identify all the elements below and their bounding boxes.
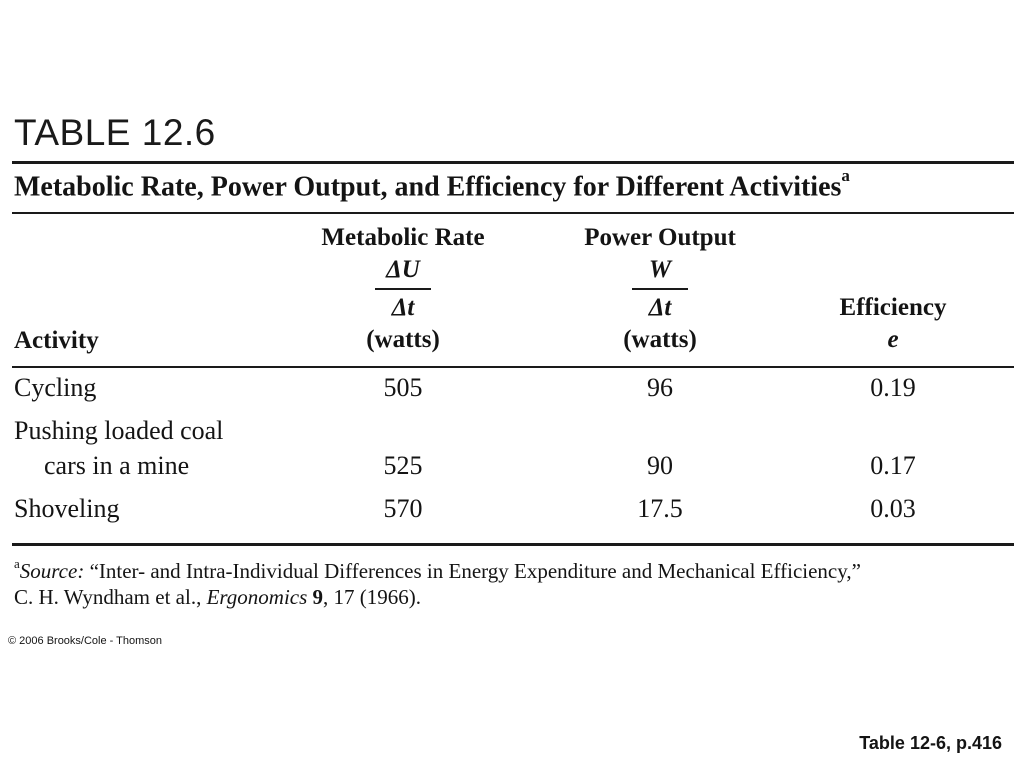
row-pushing-power: 90 [647, 451, 673, 480]
caption-footnote-marker: a [841, 166, 850, 185]
table-caption: Metabolic Rate, Power Output, and Effici… [14, 166, 850, 203]
caption-rule [12, 212, 1014, 214]
header-metabolic-fraction-bar [375, 288, 431, 290]
header-rule [12, 366, 1014, 368]
row-shoveling-efficiency: 0.03 [870, 494, 916, 523]
page-reference: Table 12-6, p.416 [859, 733, 1002, 753]
footnote-volume: 9 [312, 585, 324, 609]
header-efficiency: Efficiency e [820, 292, 966, 356]
row-shoveling-activity: Shoveling [14, 494, 120, 523]
header-metabolic-rate: Metabolic Rate ΔU Δt (watts) [300, 222, 506, 356]
row-pushing-metabolic: 525 [383, 451, 423, 480]
caption-text: Metabolic Rate, Power Output, and Effici… [14, 171, 842, 203]
row-pushing-activity-line2: cars in a mine [44, 451, 190, 480]
header-power-unit: (watts) [623, 326, 697, 353]
header-activity: Activity [14, 327, 99, 354]
header-metabolic-numerator: ΔU [386, 256, 420, 283]
row-cycling-efficiency: 0.19 [870, 373, 916, 402]
header-power-output: Power Output W Δt (watts) [560, 222, 760, 356]
header-power-title: Power Output [584, 224, 736, 251]
table-footnote: aSource: “Inter- and Intra-Individual Di… [14, 553, 861, 610]
footnote-authors: C. H. Wyndham et al., [14, 585, 207, 609]
header-power-numerator: W [648, 256, 672, 283]
header-efficiency-symbol: e [887, 326, 899, 353]
footnote-source-label: Source: [19, 559, 85, 583]
copyright-notice: © 2006 Brooks/Cole - Thomson [8, 635, 163, 647]
header-metabolic-unit: (watts) [366, 326, 440, 353]
footnote-title: “Inter- and Intra-Individual Differences… [84, 559, 861, 583]
row-pushing-efficiency: 0.17 [870, 451, 916, 480]
bottom-rule [12, 543, 1014, 546]
header-power-denominator: Δt [648, 294, 672, 321]
row-cycling-power: 96 [647, 373, 673, 402]
row-cycling-activity: Cycling [14, 373, 97, 402]
top-rule [12, 161, 1014, 164]
header-efficiency-title: Efficiency [839, 294, 947, 321]
footnote-line-2: C. H. Wyndham et al., Ergonomics 9, 17 (… [14, 584, 861, 610]
header-metabolic-denominator: Δt [391, 294, 415, 321]
footnote-line-1: aSource: “Inter- and Intra-Individual Di… [14, 553, 861, 584]
footnote-pages-year: , 17 (1966). [323, 585, 422, 609]
row-shoveling-power: 17.5 [637, 494, 683, 523]
footnote-marker: a [14, 556, 20, 571]
row-cycling-metabolic: 505 [383, 373, 423, 402]
row-pushing-activity-line1: Pushing loaded coal [14, 416, 224, 445]
header-power-fraction-bar [632, 288, 688, 290]
table-label: TABLE 12.6 [14, 112, 216, 153]
header-metabolic-title: Metabolic Rate [321, 224, 485, 251]
footnote-journal: Ergonomics [206, 585, 308, 609]
row-shoveling-metabolic: 570 [383, 494, 423, 523]
